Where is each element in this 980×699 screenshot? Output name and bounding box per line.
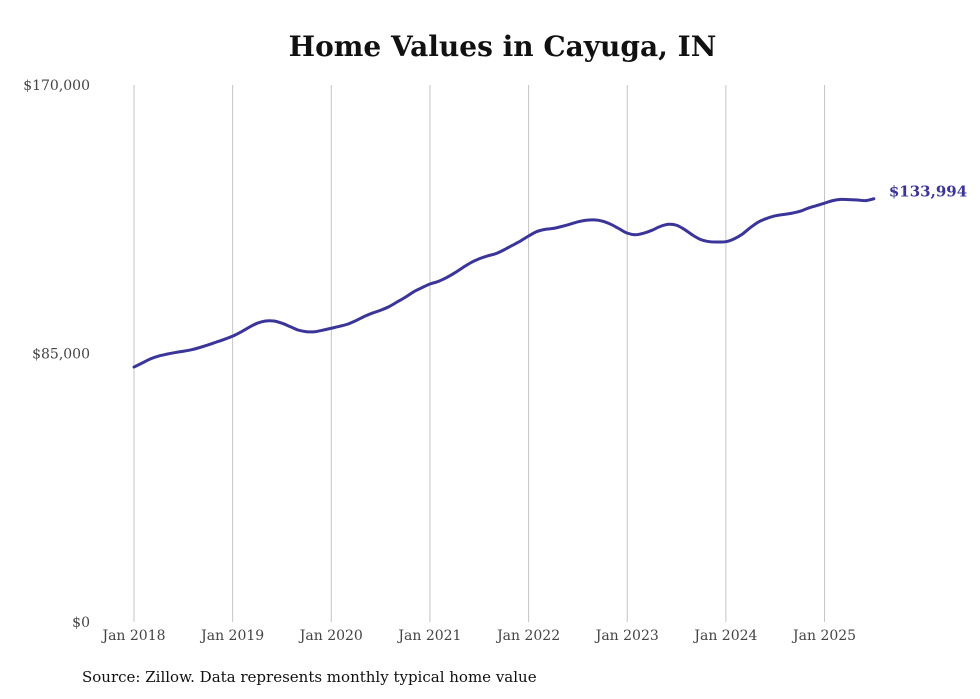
x-tick-label: Jan 2023 xyxy=(594,628,659,644)
x-tick-label: Jan 2022 xyxy=(495,628,560,644)
x-tick-label: Jan 2019 xyxy=(199,628,264,644)
source-note: Source: Zillow. Data represents monthly … xyxy=(82,668,537,686)
end-value-label: $133,994 xyxy=(889,183,967,201)
series-line xyxy=(132,197,876,369)
x-tick-label: Jan 2021 xyxy=(396,628,461,644)
x-tick-label: Jan 2024 xyxy=(692,628,757,644)
chart-title: Home Values in Cayuga, IN xyxy=(288,30,717,63)
y-tick-label: $85,000 xyxy=(32,347,90,363)
x-tick-label: Jan 2018 xyxy=(100,628,165,644)
y-tick-label: $170,000 xyxy=(23,78,90,94)
y-tick-label: $0 xyxy=(72,615,90,631)
x-tick-label: Jan 2025 xyxy=(791,628,856,644)
x-tick-label: Jan 2020 xyxy=(298,628,363,644)
